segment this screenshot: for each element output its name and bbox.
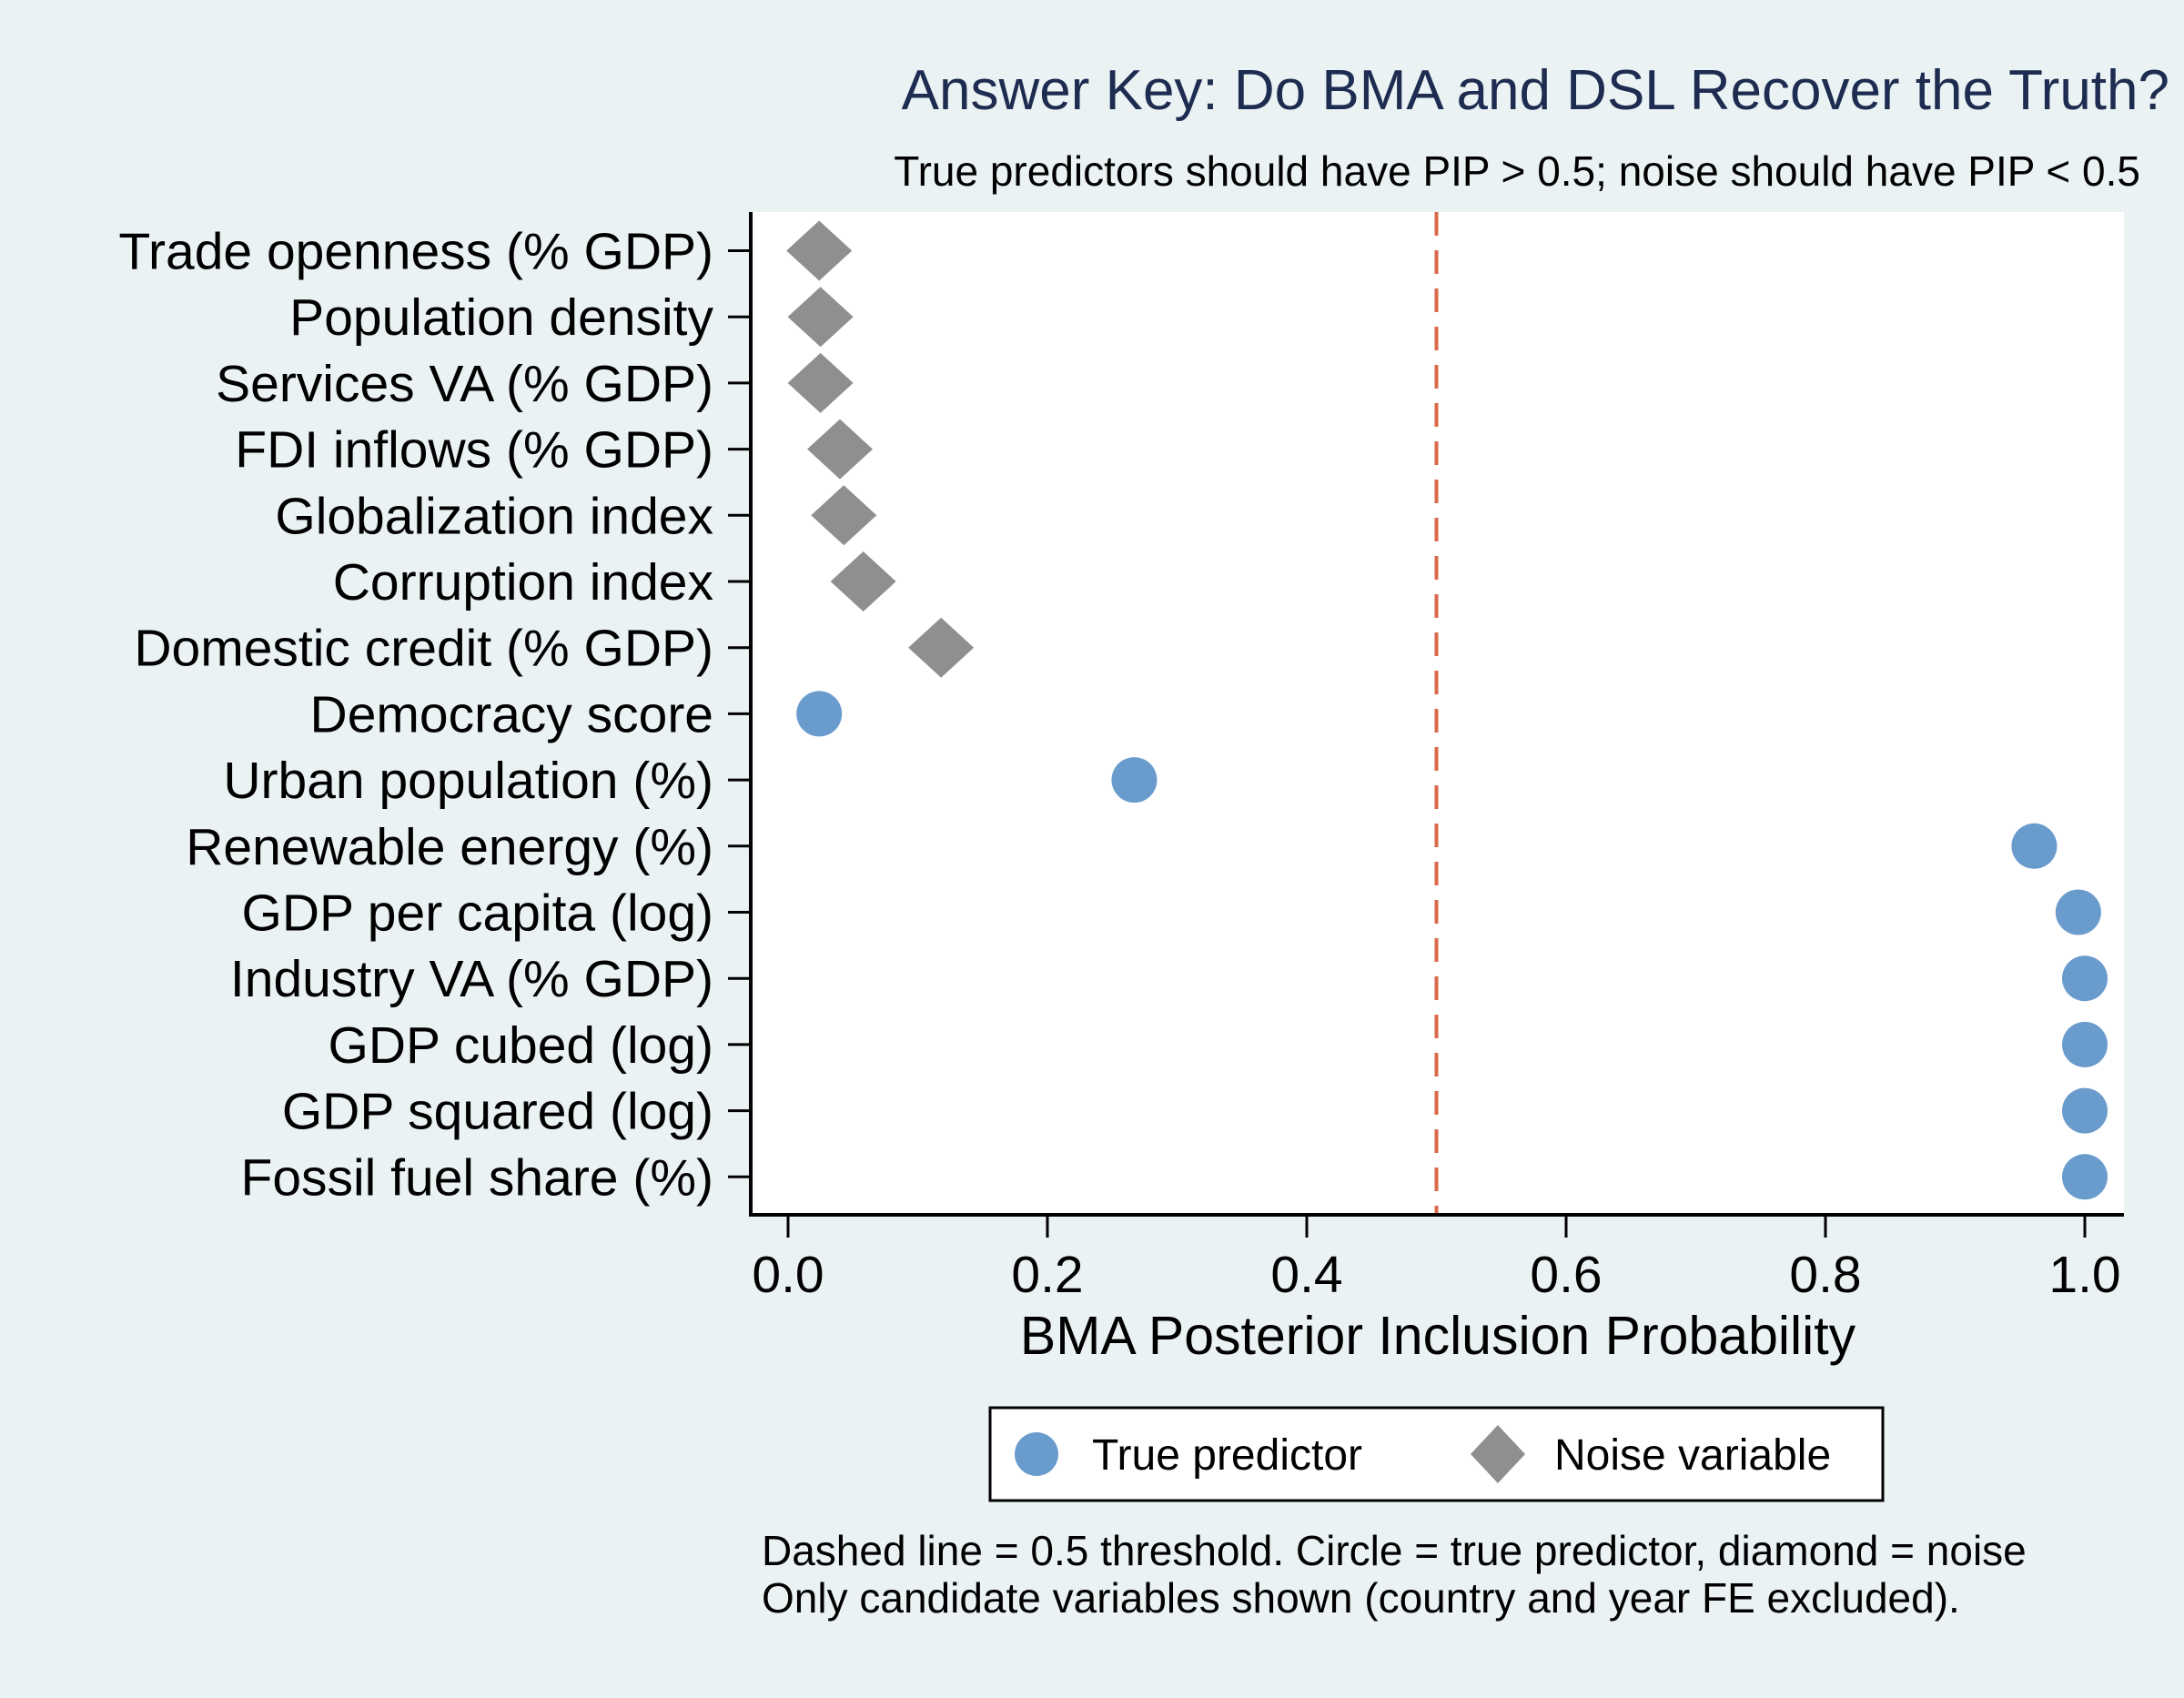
point-noise bbox=[786, 220, 853, 281]
y-tick-label: Services VA (% GDP) bbox=[216, 355, 713, 413]
point-noise bbox=[787, 287, 854, 348]
legend: True predictor Noise variable bbox=[988, 1406, 1885, 1502]
x-tick-label: 0.0 bbox=[752, 1246, 824, 1304]
y-tick-label: Trade openness (% GDP) bbox=[118, 223, 713, 281]
point-noise bbox=[830, 551, 896, 611]
note-line-2: Only candidate variables shown (country … bbox=[762, 1574, 1960, 1622]
point-true bbox=[2062, 955, 2108, 1002]
y-tick-label: Population density bbox=[289, 288, 713, 347]
y-tick-label: GDP squared (log) bbox=[282, 1083, 713, 1141]
chart-subtitle: True predictors should have PIP > 0.5; n… bbox=[894, 147, 2140, 195]
point-true bbox=[796, 691, 843, 737]
legend-label-true: True predictor bbox=[1092, 1431, 1362, 1480]
legend-label-noise: Noise variable bbox=[1554, 1431, 1831, 1480]
point-true bbox=[2062, 1087, 2108, 1134]
y-tick-label: Globalization index bbox=[275, 487, 713, 545]
legend-circle-icon bbox=[1015, 1432, 1058, 1476]
point-noise bbox=[811, 485, 877, 546]
point-noise bbox=[908, 617, 975, 678]
x-tick-label: 0.2 bbox=[1011, 1246, 1083, 1304]
point-true bbox=[2055, 889, 2101, 935]
y-tick-label: Democracy score bbox=[310, 685, 713, 743]
x-axis-label: BMA Posterior Inclusion Probability bbox=[1020, 1306, 1856, 1366]
y-tick-label: Industry VA (% GDP) bbox=[230, 950, 713, 1008]
point-noise bbox=[787, 352, 854, 413]
y-tick-label: GDP cubed (log) bbox=[329, 1016, 714, 1075]
point-true bbox=[2062, 1021, 2108, 1067]
legend-box bbox=[988, 1406, 1885, 1502]
y-tick-label: Fossil fuel share (%) bbox=[241, 1148, 714, 1207]
y-tick-label: Renewable energy (%) bbox=[186, 818, 713, 876]
y-tick-label: Urban population (%) bbox=[223, 752, 713, 810]
note-line-1: Dashed line = 0.5 threshold. Circle = tr… bbox=[762, 1527, 2027, 1574]
point-noise bbox=[807, 419, 873, 480]
x-tick-label: 1.0 bbox=[2048, 1246, 2120, 1304]
y-tick-label: Corruption index bbox=[333, 553, 713, 611]
chart-title: Answer Key: Do BMA and DSL Recover the T… bbox=[902, 59, 2169, 122]
y-tick-label: GDP per capita (log) bbox=[241, 884, 713, 943]
x-tick-label: 0.4 bbox=[1270, 1246, 1342, 1304]
x-tick-label: 0.8 bbox=[1789, 1246, 1861, 1304]
point-true bbox=[2011, 823, 2058, 869]
point-true bbox=[2062, 1154, 2108, 1200]
y-tick-label: Domestic credit (% GDP) bbox=[134, 620, 713, 678]
x-tick-label: 0.6 bbox=[1530, 1246, 1602, 1304]
legend-diamond-icon bbox=[1471, 1425, 1525, 1483]
point-true bbox=[1111, 757, 1158, 804]
y-tick-label: FDI inflows (% GDP) bbox=[235, 421, 713, 480]
